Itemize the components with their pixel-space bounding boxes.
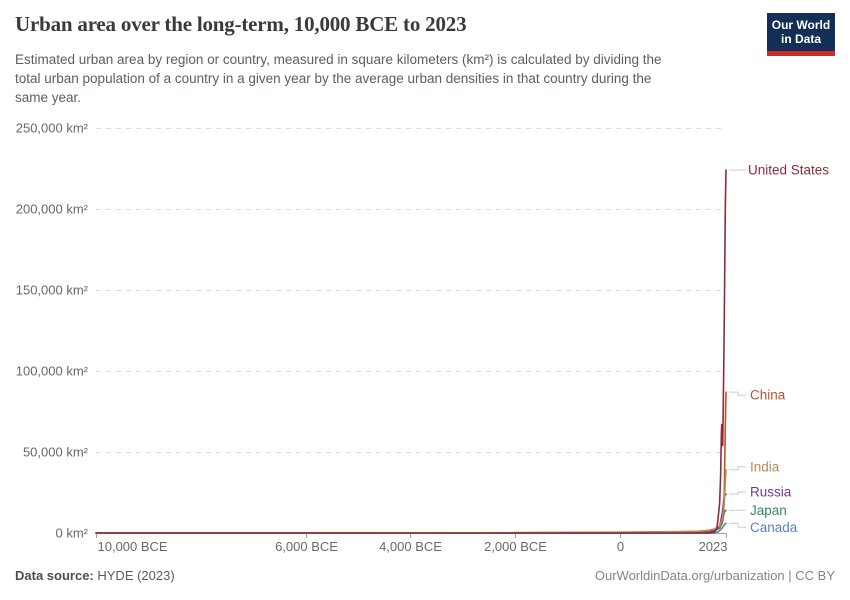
y-tick-label: 200,000 km² bbox=[16, 202, 89, 217]
owid-logo-line1: Our World bbox=[771, 18, 831, 32]
x-tick-label: 2023 bbox=[699, 539, 728, 554]
line-china[interactable] bbox=[95, 391, 727, 534]
x-tick-label: 10,000 BCE bbox=[98, 539, 168, 554]
data-source-value: HYDE (2023) bbox=[97, 568, 175, 583]
owid-logo-line2: in Data bbox=[780, 32, 821, 46]
entity-labels: Canada Japan Russia China India United States bbox=[748, 163, 829, 535]
y-tick-label: 0 km² bbox=[56, 526, 89, 541]
y-tick-label: 100,000 km² bbox=[16, 364, 89, 379]
y-tick-label: 150,000 km² bbox=[16, 283, 89, 298]
credit-link[interactable]: OurWorldinData.org/urbanization | CC BY bbox=[594, 568, 835, 583]
chart-subtitle: Estimated urban area by region or countr… bbox=[15, 50, 662, 107]
line-japan[interactable] bbox=[95, 509, 727, 534]
entity-label-japan[interactable]: Japan bbox=[750, 503, 787, 518]
x-tick-label: 6,000 BCE bbox=[275, 539, 338, 554]
leader-line-india bbox=[729, 466, 746, 471]
owid-logo[interactable]: Our World in Data bbox=[767, 13, 835, 56]
x-tick-label: 0 bbox=[617, 539, 624, 554]
subtitle-line: same year. bbox=[15, 90, 82, 105]
y-gridlines bbox=[96, 128, 726, 453]
subtitle-line: Estimated urban area by region or countr… bbox=[15, 52, 662, 67]
entity-label-china[interactable]: China bbox=[750, 388, 786, 403]
leader-line-russia bbox=[729, 491, 746, 495]
chart-footer: Data source: HYDE (2023) OurWorldinData.… bbox=[15, 568, 835, 583]
entity-label-russia[interactable]: Russia bbox=[750, 485, 792, 500]
data-source-label: Data source: bbox=[15, 568, 94, 583]
subtitle-line: total urban population of a country in a… bbox=[15, 71, 652, 86]
y-tick-label: 50,000 km² bbox=[23, 445, 89, 460]
x-tick-label: 2,000 BCE bbox=[484, 539, 547, 554]
line-united-states[interactable] bbox=[95, 169, 727, 534]
page-title: Urban area over the long-term, 10,000 BC… bbox=[15, 12, 467, 36]
x-tick-label: 4,000 BCE bbox=[379, 539, 442, 554]
entity-label-india[interactable]: India bbox=[750, 459, 780, 474]
line-india[interactable] bbox=[95, 469, 727, 534]
entity-label-canada[interactable]: Canada bbox=[750, 520, 798, 535]
y-tick-label: 250,000 km² bbox=[16, 121, 89, 136]
entity-label-united-states[interactable]: United States bbox=[748, 163, 829, 178]
series-lines bbox=[95, 169, 727, 534]
leader-line-china bbox=[729, 391, 746, 396]
entity-leader-lines bbox=[729, 169, 746, 528]
x-axis: 10,000 BCE 6,000 BCE 4,000 BCE 2,000 BCE 0 20… bbox=[96, 533, 728, 554]
line-russia[interactable] bbox=[95, 493, 727, 534]
leader-line-canada bbox=[729, 522, 746, 528]
data-source: Data source: HYDE (2023) bbox=[15, 568, 175, 583]
y-axis-labels: 0 km² 50,000 km² 100,000 km² 150,000 km² 200… bbox=[16, 121, 89, 541]
